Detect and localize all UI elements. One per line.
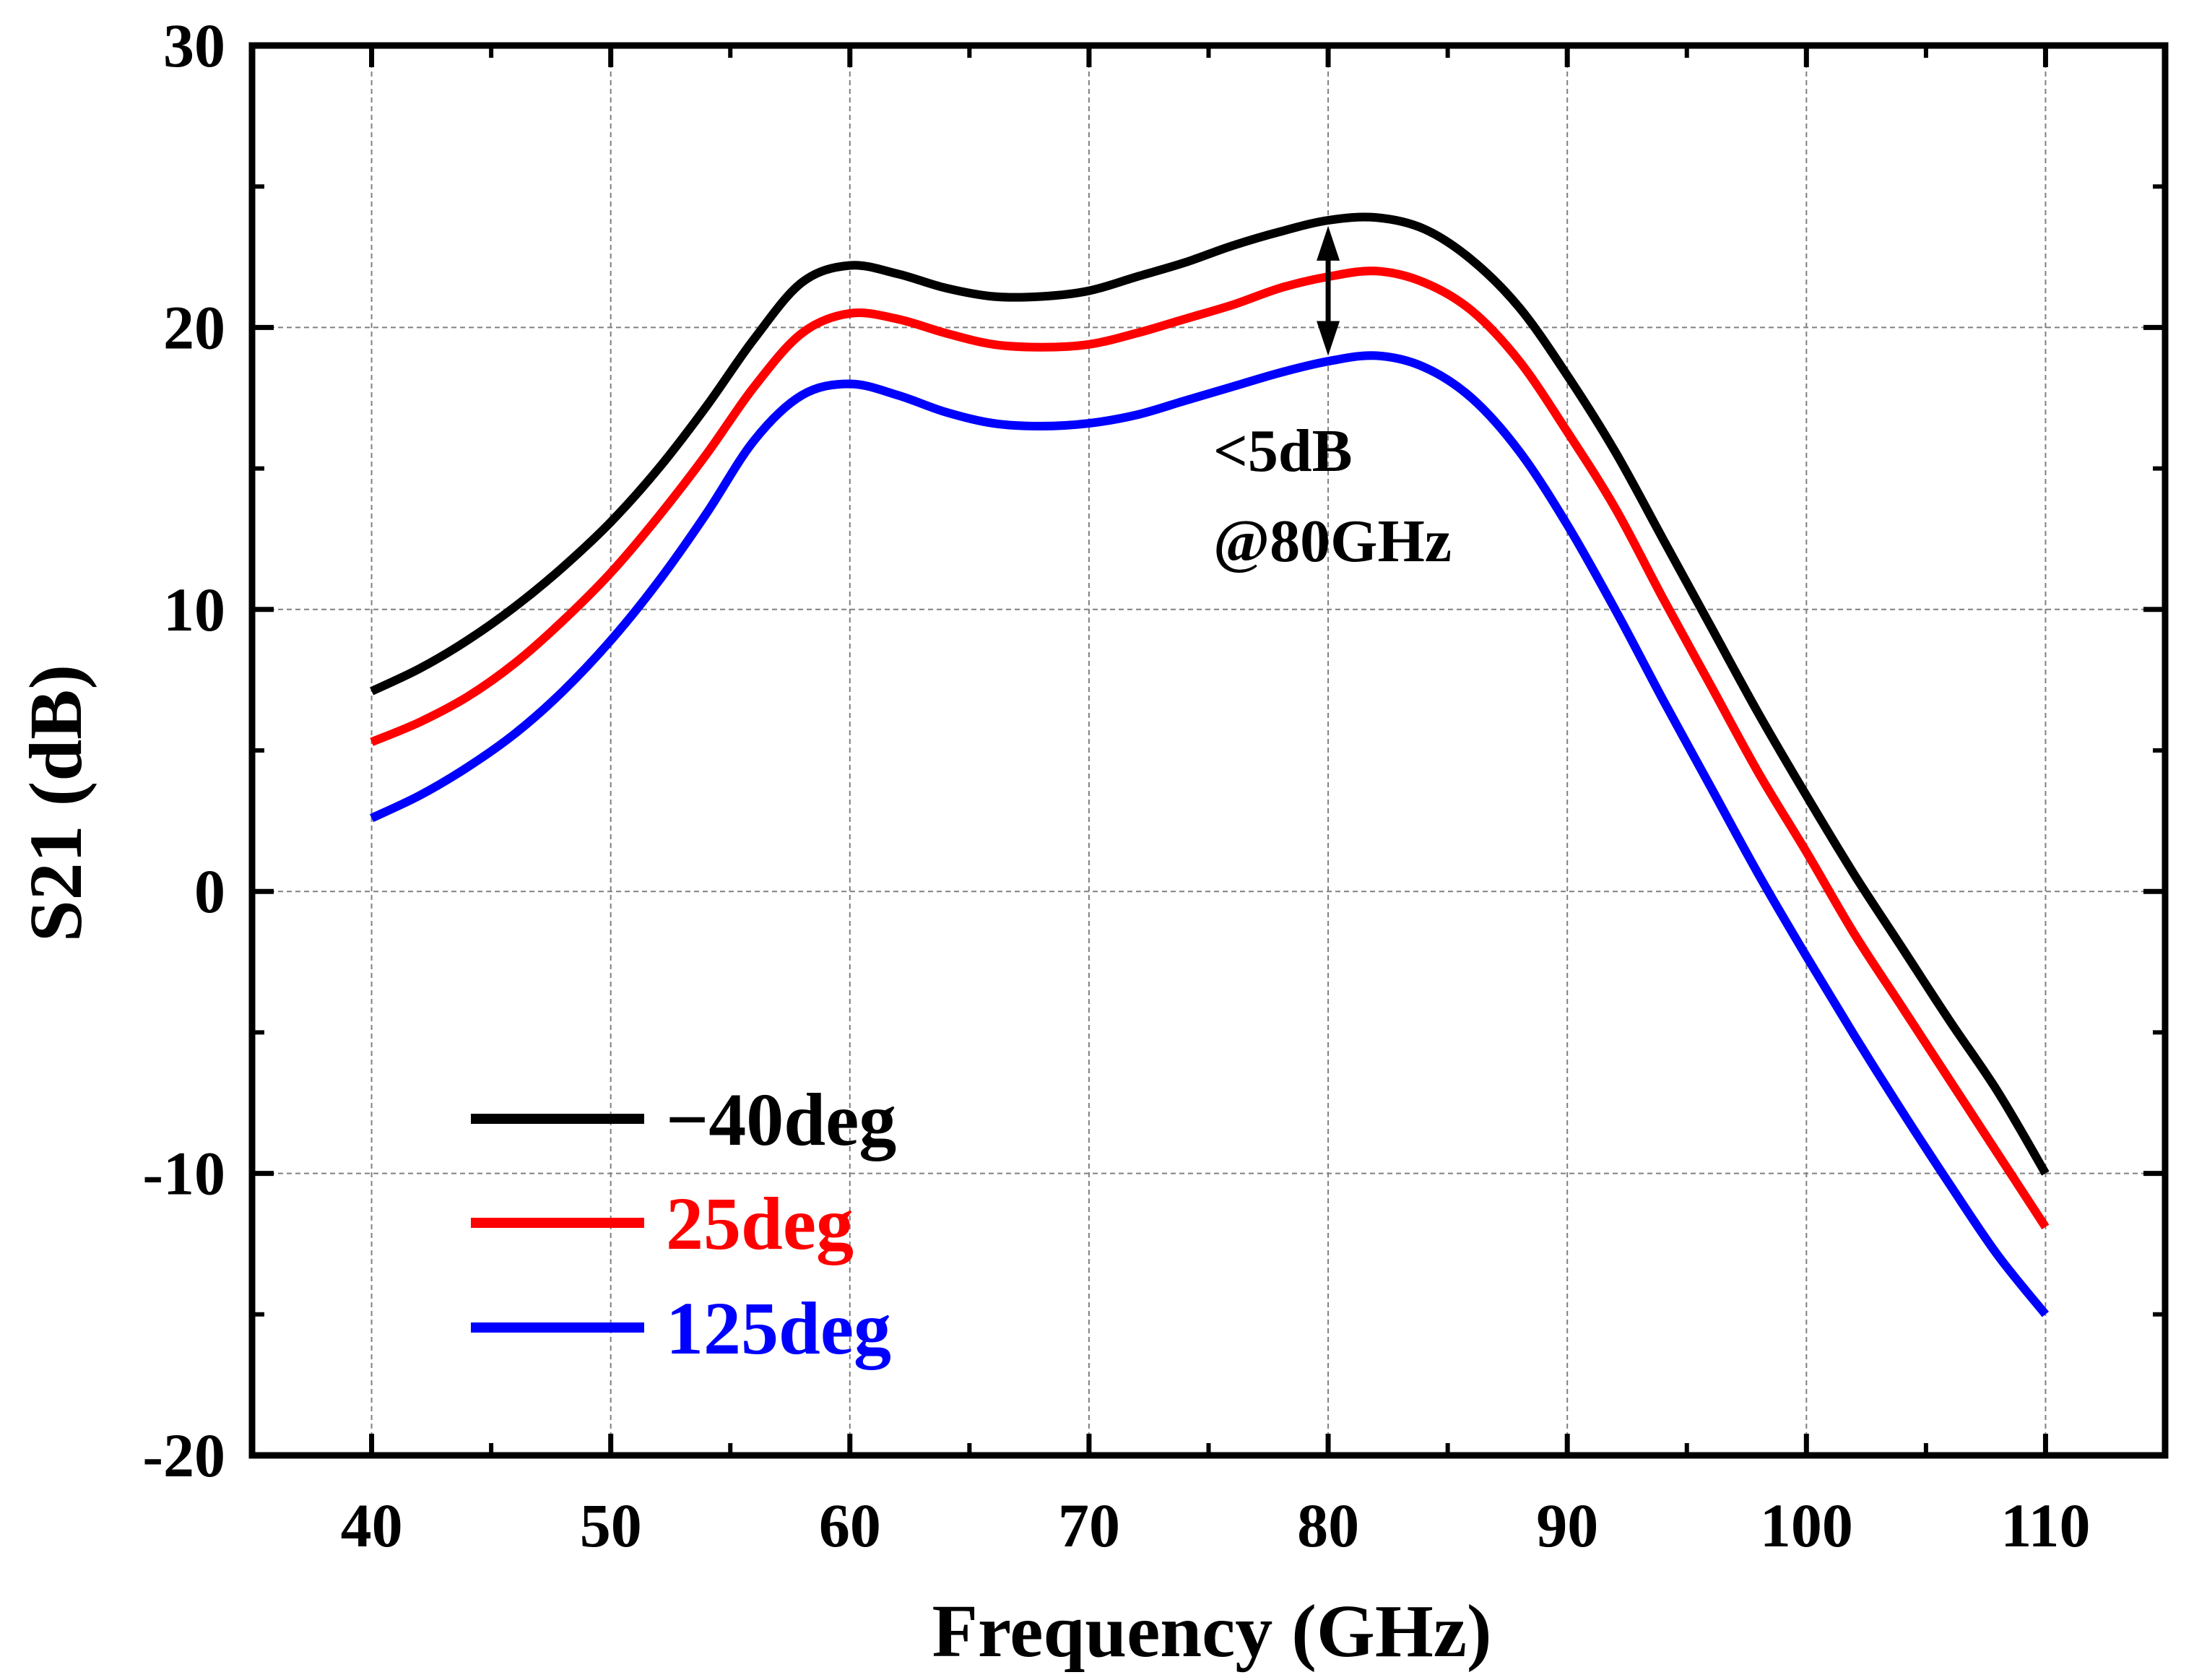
annotation-arrow-head-down <box>1317 321 1340 356</box>
legend: −40deg 25deg 125deg <box>471 1078 896 1370</box>
y-tick-label: 10 <box>163 575 225 644</box>
y-tick-label: -10 <box>142 1139 225 1208</box>
plot-frame <box>248 42 2169 1459</box>
series-line-1 <box>370 212 2050 1176</box>
x-tick-label: 50 <box>580 1491 642 1560</box>
x-tick-label: 70 <box>1058 1491 1120 1560</box>
annotation-arrow-head-up <box>1317 225 1340 261</box>
legend-label-series-2: 25deg <box>666 1182 854 1265</box>
x-tick-label: 40 <box>341 1491 403 1560</box>
tick-layer: 40 50 60 70 80 90 100 110 -20 -10 0 10 20 30 <box>142 11 2167 1560</box>
y-tick-label: 30 <box>163 11 225 80</box>
x-tick-label: 80 <box>1297 1491 1359 1560</box>
series-line-3 <box>370 351 2050 1317</box>
x-tick-label: 90 <box>1536 1491 1598 1560</box>
y-tick-label: -20 <box>142 1421 225 1490</box>
x-tick-label: 110 <box>2000 1491 2090 1560</box>
annotation-layer: <5dB @80GHz <box>1213 225 1452 575</box>
y-tick-label: 20 <box>163 293 225 362</box>
x-tick-label: 60 <box>819 1491 881 1560</box>
series-layer <box>370 212 2050 1317</box>
annotation-label-delta: <5dB <box>1213 417 1353 485</box>
series-line-2 <box>370 267 2050 1230</box>
legend-label-series-3: 125deg <box>666 1287 891 1370</box>
y-axis-title: S21 (dB) <box>14 664 97 942</box>
annotation-label-frequency: @80GHz <box>1213 508 1452 575</box>
grid-layer <box>252 46 2165 1455</box>
x-tick-label: 100 <box>1760 1491 1853 1560</box>
legend-label-series-1: −40deg <box>666 1078 896 1161</box>
y-tick-label: 0 <box>194 857 225 926</box>
x-axis-title: Frequency (GHz) <box>932 1590 1491 1673</box>
